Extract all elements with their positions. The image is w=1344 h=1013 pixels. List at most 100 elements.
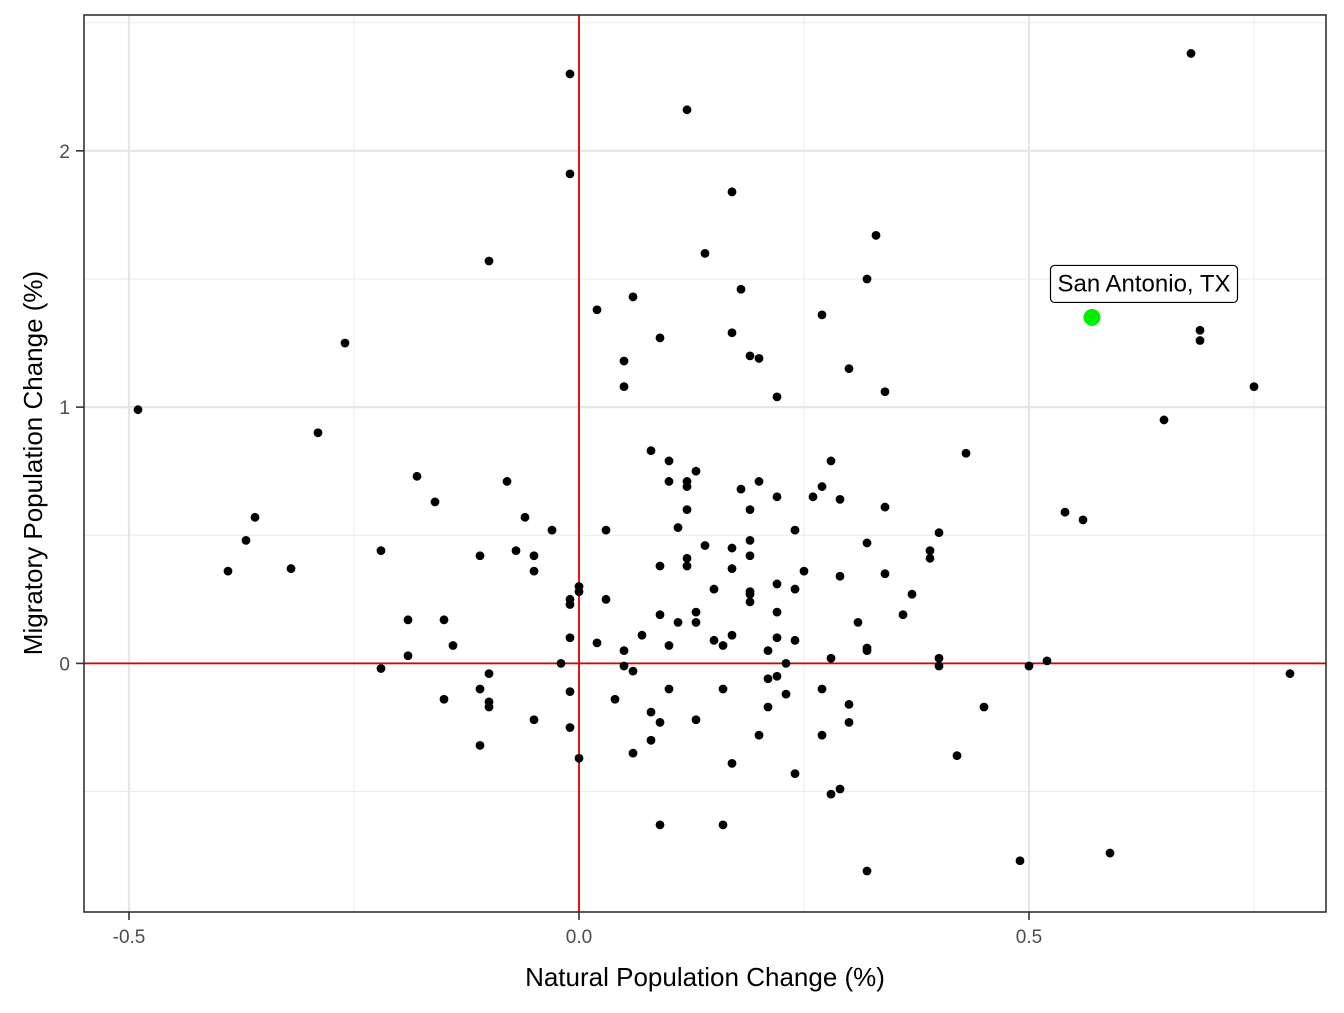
data-point [412,471,422,481]
data-point [556,659,566,668]
data-point [844,717,854,727]
data-point [772,633,782,643]
data-point [763,674,773,684]
data-point [754,354,764,363]
data-point [529,551,539,561]
data-point [250,512,260,522]
data-point [682,505,692,515]
data-point [646,446,656,456]
data-point [772,579,782,589]
data-point [790,769,800,779]
data-point [619,661,629,671]
data-point [403,615,413,625]
data-point [934,528,944,538]
data-point [529,566,539,576]
data-point [925,546,935,556]
data-point [907,589,917,599]
data-point [817,482,827,491]
y-axis-ticks: 0 1 2 [59,142,84,675]
data-point [718,684,728,694]
data-point [592,638,602,648]
data-point [628,748,638,758]
data-point [574,587,584,597]
data-point [718,820,728,830]
data-point [1078,515,1088,525]
data-point [376,546,386,556]
data-point [826,456,836,466]
data-point [718,641,728,650]
x-tick-label: 0.5 [1016,927,1042,948]
data-point [673,523,683,532]
data-point [817,310,827,320]
data-point [745,597,755,607]
data-point [691,715,701,725]
data-point [790,584,800,594]
data-point [781,659,791,668]
data-point [529,715,539,725]
data-point [1186,49,1196,58]
data-point [772,671,782,681]
data-point [484,669,494,679]
data-point [754,730,764,740]
data-point [1159,415,1169,425]
data-point [376,664,386,673]
highlight-layer: San Antonio, TX [1049,264,1239,326]
data-point [574,753,584,763]
data-point [862,274,872,284]
data-point [664,456,674,466]
x-axis-ticks: -0.5 0.0 0.5 [113,912,1042,948]
data-point [628,666,638,676]
data-point [565,600,575,609]
data-point [880,569,890,579]
data-point [655,610,665,620]
data-point [610,694,620,704]
data-point [727,758,737,768]
data-point [655,820,665,830]
data-point [880,387,890,397]
data-point [430,497,440,507]
data-point [934,661,944,671]
data-point [637,630,647,640]
data-point [772,607,782,617]
data-point [340,338,350,348]
data-point [745,551,755,561]
data-point [727,543,737,553]
data-point [727,564,737,573]
data-point [475,741,485,750]
y-tick-label: 0 [59,654,70,675]
data-point [565,723,575,732]
data-point [934,653,944,663]
data-point [1015,856,1025,866]
data-point [745,505,755,515]
data-point [646,707,656,717]
data-point [682,561,692,571]
data-point [655,717,665,727]
data-point [1024,661,1034,671]
data-point [700,248,710,258]
data-point [484,256,494,266]
data-point [835,784,845,794]
data-point [808,492,818,502]
data-point [871,231,881,240]
data-point [439,694,449,704]
data-point [745,589,755,599]
data-point [727,328,737,338]
data-point [979,702,989,712]
data-point [133,405,143,415]
data-point [1249,382,1259,392]
data-point [520,512,530,522]
data-point [619,382,629,392]
data-point [475,551,485,561]
data-point [853,617,863,627]
data-point [898,610,908,620]
data-point [682,105,692,115]
data-point [565,169,575,179]
data-point [565,633,575,643]
data-point [790,635,800,645]
data-point [826,789,836,799]
data-point [601,594,611,604]
data-point [691,617,701,627]
data-point [241,535,251,545]
